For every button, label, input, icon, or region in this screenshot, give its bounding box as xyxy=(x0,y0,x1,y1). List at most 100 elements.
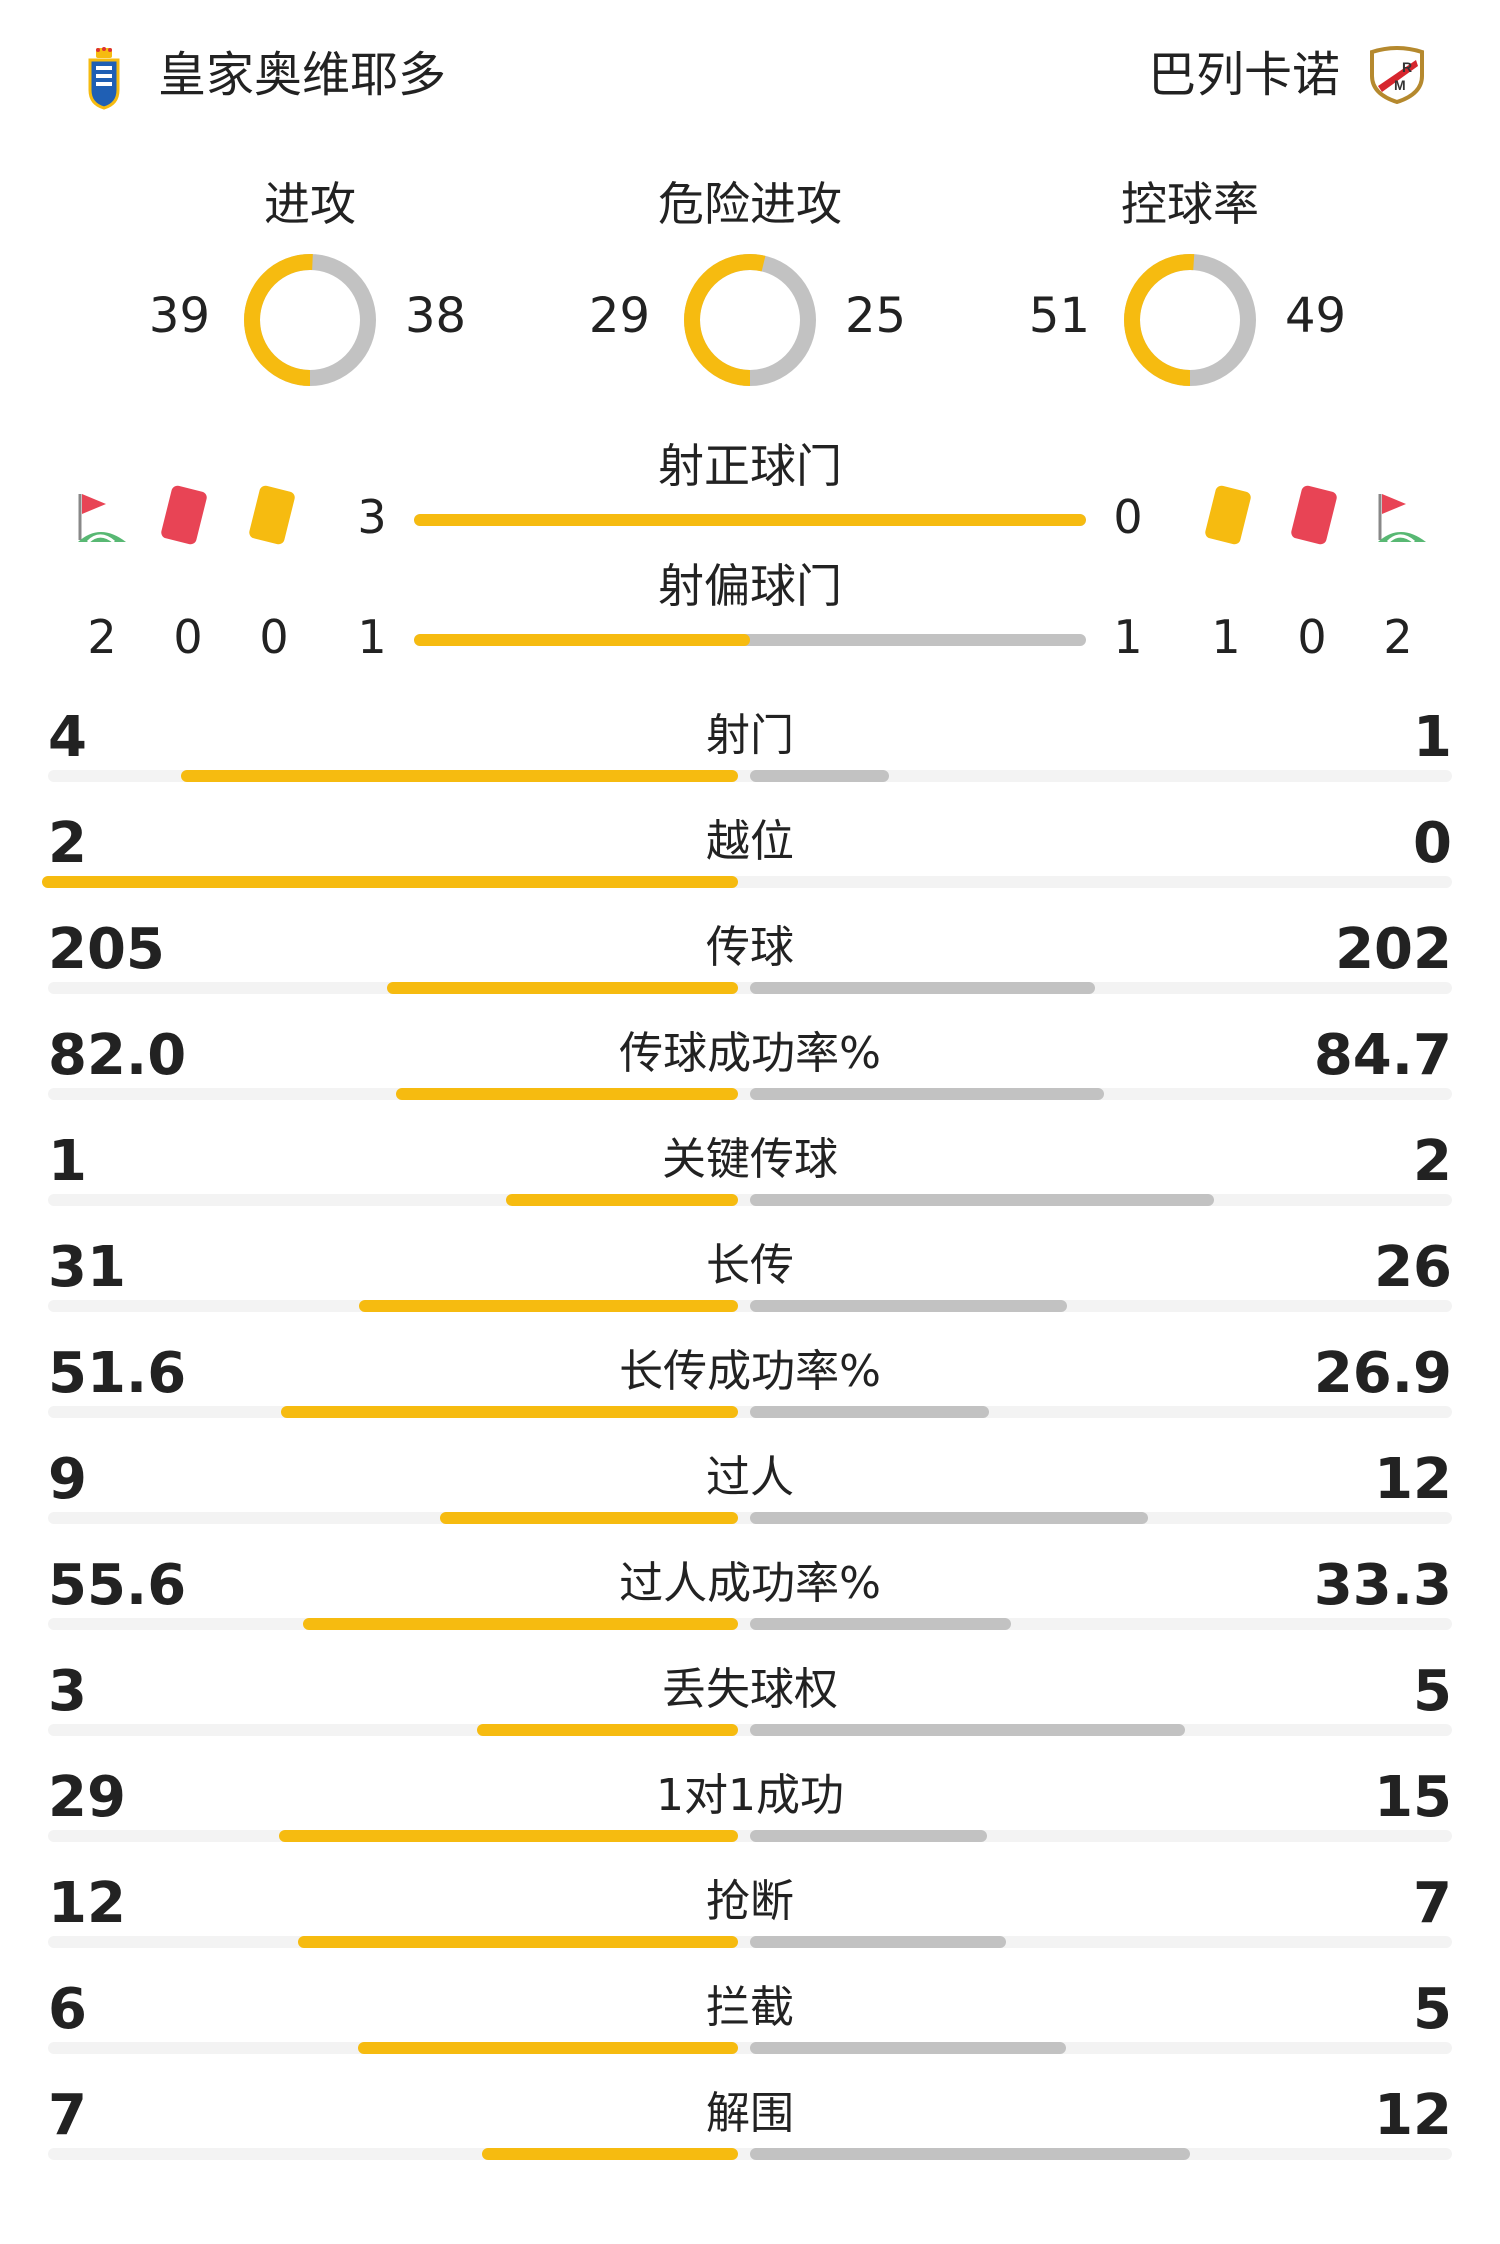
stat-label: 过人 xyxy=(706,1452,794,1503)
stat-home-bar xyxy=(302,1618,738,1630)
stat-row: 51.6 长传成功率% 26.9 xyxy=(48,1336,1452,1442)
home-red-cards-count: 0 xyxy=(173,610,203,664)
shots-on-target-title: 射正球门 xyxy=(658,439,842,493)
stat-label: 过人成功率% xyxy=(619,1558,881,1609)
shots-off-target-home: 1 xyxy=(357,610,387,664)
stat-away-value: 7 xyxy=(1413,1871,1452,1936)
stat-label: 拦截 xyxy=(706,1982,794,2033)
stat-label: 解围 xyxy=(706,2088,794,2139)
stat-row: 7 解围 12 xyxy=(48,2078,1452,2184)
stat-row: 12 抢断 7 xyxy=(48,1866,1452,1972)
shots-on-target-away: 0 xyxy=(1113,490,1143,544)
stat-away-bar xyxy=(750,1830,988,1842)
stat-row: 4 射门 1 xyxy=(48,700,1452,806)
shots-off-target-title: 射偏球门 xyxy=(658,559,842,613)
svg-text:R: R xyxy=(1402,59,1412,75)
stat-row: 9 过人 12 xyxy=(48,1442,1452,1548)
home-team-badge xyxy=(84,46,124,110)
stat-away-value: 26 xyxy=(1374,1235,1452,1300)
stat-home-bar xyxy=(387,982,738,994)
stat-away-value: 26.9 xyxy=(1313,1341,1452,1406)
stat-home-bar xyxy=(506,1194,738,1206)
donut-home-value: 29 xyxy=(588,288,650,344)
stat-away-bar xyxy=(750,982,1096,994)
donut-away-value: 49 xyxy=(1285,288,1347,344)
donut-title: 危险进攻 xyxy=(658,177,842,231)
donut-home-value: 51 xyxy=(1028,288,1090,344)
shots-on-target-bar xyxy=(414,514,1086,526)
stat-away-bar xyxy=(750,1406,989,1418)
stat-home-bar xyxy=(439,1512,738,1524)
stat-away-bar xyxy=(750,1300,1068,1312)
stat-home-value: 1 xyxy=(48,1129,87,1194)
stat-home-value: 29 xyxy=(48,1765,126,1830)
stat-away-bar xyxy=(750,1936,1007,1948)
home-red-card-icon xyxy=(160,484,208,546)
stat-row: 82.0 传球成功率% 84.7 xyxy=(48,1018,1452,1124)
stat-away-bar xyxy=(750,2042,1067,2054)
stat-away-value: 12 xyxy=(1374,2083,1452,2148)
shots-off-target-home-fill xyxy=(414,634,750,646)
stat-home-bar xyxy=(395,1088,738,1100)
stat-home-value: 51.6 xyxy=(48,1341,187,1406)
donut-home-arc xyxy=(684,254,816,386)
stat-away-value: 1 xyxy=(1413,705,1452,770)
donut-away-value: 25 xyxy=(845,288,907,344)
stat-row: 31 长传 26 xyxy=(48,1230,1452,1336)
donut-title: 进攻 xyxy=(264,177,356,231)
stat-home-bar xyxy=(42,876,738,888)
stat-away-value: 33.3 xyxy=(1313,1553,1452,1618)
stat-row: 1 关键传球 2 xyxy=(48,1124,1452,1230)
donut-chart xyxy=(244,254,376,386)
donut-home-value: 39 xyxy=(148,288,210,344)
stat-away-value: 2 xyxy=(1413,1129,1452,1194)
stat-home-value: 82.0 xyxy=(48,1023,187,1088)
away-yellow-cards-count: 1 xyxy=(1211,610,1241,664)
donut-away-value: 38 xyxy=(405,288,467,344)
donut-home-arc xyxy=(1124,254,1256,386)
stat-away-value: 5 xyxy=(1413,1977,1452,2042)
stat-away-bar xyxy=(750,1088,1104,1100)
away-red-cards-count: 0 xyxy=(1297,610,1327,664)
stat-home-bar xyxy=(358,2042,738,2054)
stat-home-value: 205 xyxy=(48,917,165,982)
real-oviedo-crest-icon xyxy=(88,47,120,110)
stat-home-bar xyxy=(280,1406,738,1418)
stat-row: 205 传球 202 xyxy=(48,912,1452,1018)
stat-home-value: 55.6 xyxy=(48,1553,187,1618)
shots-off-target-bar xyxy=(414,634,1086,646)
home-yellow-card-icon xyxy=(248,484,296,546)
stat-away-bar xyxy=(750,1512,1148,1524)
stat-home-value: 2 xyxy=(48,811,87,876)
stat-home-value: 31 xyxy=(48,1235,126,1300)
donut-chart xyxy=(684,254,816,386)
stat-home-bar xyxy=(279,1830,738,1842)
stat-home-bar xyxy=(481,2148,738,2160)
donut-home-arc xyxy=(244,254,376,386)
away-yellow-card-icon xyxy=(1204,484,1252,546)
shots-on-target-home-fill xyxy=(414,514,1086,526)
stat-home-value: 3 xyxy=(48,1659,87,1724)
stat-home-value: 6 xyxy=(48,1977,87,2042)
stat-away-bar xyxy=(750,1194,1214,1206)
stat-label: 1对1成功 xyxy=(656,1770,844,1821)
stat-row: 3 丢失球权 5 xyxy=(48,1654,1452,1760)
shots-on-target-home: 3 xyxy=(357,490,387,544)
stat-away-value: 202 xyxy=(1335,917,1452,982)
stat-away-bar xyxy=(750,770,890,782)
donut-chart xyxy=(1124,254,1256,386)
stat-home-value: 7 xyxy=(48,2083,87,2148)
stat-away-bar xyxy=(750,2148,1190,2160)
stat-label: 长传成功率% xyxy=(619,1346,881,1397)
away-corner-flag-icon xyxy=(1378,494,1426,544)
stat-home-value: 12 xyxy=(48,1871,126,1936)
home-team-name: 皇家奥维耶多 xyxy=(158,47,447,103)
stat-label: 长传 xyxy=(706,1240,794,1291)
stat-away-value: 0 xyxy=(1413,811,1452,876)
stat-home-bar xyxy=(298,1936,738,1948)
stat-row: 6 拦截 5 xyxy=(48,1972,1452,2078)
stat-label: 射门 xyxy=(706,710,794,761)
stat-label: 关键传球 xyxy=(662,1134,838,1185)
stat-label: 越位 xyxy=(706,816,794,867)
away-team-badge: R M xyxy=(1368,46,1426,105)
